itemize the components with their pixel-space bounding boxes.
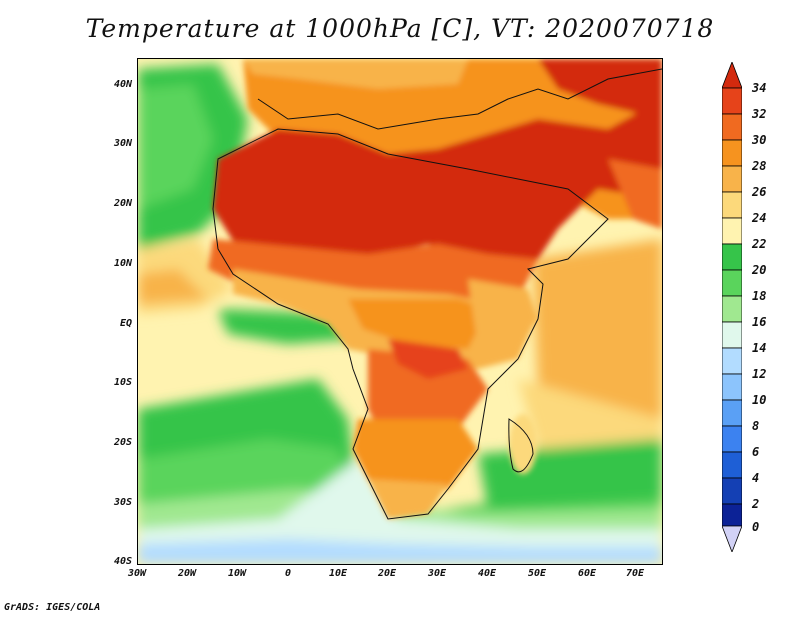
lat-label: 10N — [113, 258, 132, 269]
colorbar-bottom-arrow — [722, 525, 742, 552]
lon-label: 30E — [427, 568, 447, 579]
colorbar-label: 28 — [752, 159, 767, 173]
colorbar-label: 32 — [752, 107, 767, 121]
colorbar-label: 34 — [752, 81, 767, 95]
colorbar-swatch — [722, 477, 742, 505]
lon-label: 10E — [328, 568, 348, 579]
colorbar-swatch — [722, 87, 742, 115]
sahara-arabia-core — [213, 99, 662, 259]
colorbar-label: 30 — [752, 133, 767, 147]
southern-tip — [368, 479, 448, 519]
lon-label: 30W — [127, 568, 147, 579]
lon-label: 70E — [625, 568, 645, 579]
madagascar-outline — [508, 418, 534, 473]
lat-label: 30S — [113, 497, 132, 508]
lat-label: EQ — [119, 318, 132, 329]
lat-label: 20N — [113, 198, 132, 209]
colorbar-label: 2 — [752, 497, 760, 511]
colorbar-swatch — [722, 165, 742, 193]
colorbar-swatch — [722, 295, 742, 323]
colorbar-swatch — [722, 191, 742, 219]
colorbar-label: 4 — [752, 471, 760, 485]
colorbar-label: 22 — [752, 237, 767, 251]
temperature-map — [137, 58, 663, 565]
lat-label: 30N — [113, 138, 132, 149]
south-central-hot — [388, 339, 468, 379]
lon-label: 50E — [527, 568, 547, 579]
colorbar-label: 16 — [752, 315, 767, 329]
colorbar-label: 10 — [752, 393, 767, 407]
indian-ocean-warm — [533, 239, 662, 434]
temperature-field — [138, 59, 662, 564]
colorbar-top-arrow — [722, 62, 742, 89]
colorbar-swatch — [722, 139, 742, 167]
india-region — [608, 159, 662, 229]
colorbar-label: 6 — [752, 445, 760, 459]
central-africa-warm — [348, 299, 488, 349]
lon-label: 0 — [284, 568, 292, 579]
colorbar-label: 14 — [752, 341, 767, 355]
lon-label: 60E — [577, 568, 597, 579]
atlantic-north-core — [138, 84, 213, 209]
colorbar-label: 24 — [752, 211, 767, 225]
colorbar-label: 18 — [752, 289, 767, 303]
colorbar-label: 20 — [752, 263, 767, 277]
colorbar-swatch — [722, 347, 742, 375]
colorbar-label: 12 — [752, 367, 767, 381]
colorbar-swatch — [722, 373, 742, 401]
colorbar-swatch — [722, 113, 742, 141]
colorbar-swatch — [722, 503, 742, 527]
south-colder-band — [138, 459, 662, 564]
east-atlantic-tropic-core — [138, 269, 208, 304]
east-africa — [468, 279, 538, 359]
lon-label: 20E — [377, 568, 397, 579]
credit-text: GrADS: IGES/COLA — [4, 602, 101, 613]
colorbar-swatch — [722, 243, 742, 271]
lat-label: 20S — [113, 437, 132, 448]
colorbar-label: 26 — [752, 185, 767, 199]
colorbar-swatch — [722, 399, 742, 427]
lat-label: 10S — [113, 377, 132, 388]
colorbar-label: 0 — [752, 520, 760, 534]
lat-label: 40S — [113, 556, 132, 567]
lon-label: 10W — [227, 568, 247, 579]
southern-europe — [243, 59, 468, 89]
map-title: Temperature at 1000hPa [C], VT: 20200707… — [85, 14, 715, 43]
middle-east-hot — [538, 59, 662, 119]
lat-label: 40N — [113, 79, 132, 90]
colorbar-swatch — [722, 269, 742, 297]
colorbar-swatch — [722, 451, 742, 479]
indian-ocean-mild — [518, 379, 662, 449]
colorbar-swatch — [722, 217, 742, 245]
lon-label: 20W — [177, 568, 197, 579]
colorbar-label: 8 — [752, 419, 760, 433]
madagascar — [509, 414, 537, 474]
colorbar — [722, 62, 742, 552]
coastline — [212, 68, 662, 520]
south-coldest-band — [138, 539, 662, 564]
lon-label: 40E — [477, 568, 497, 579]
colorbar-swatch — [722, 321, 742, 349]
colorbar-swatch — [722, 425, 742, 453]
